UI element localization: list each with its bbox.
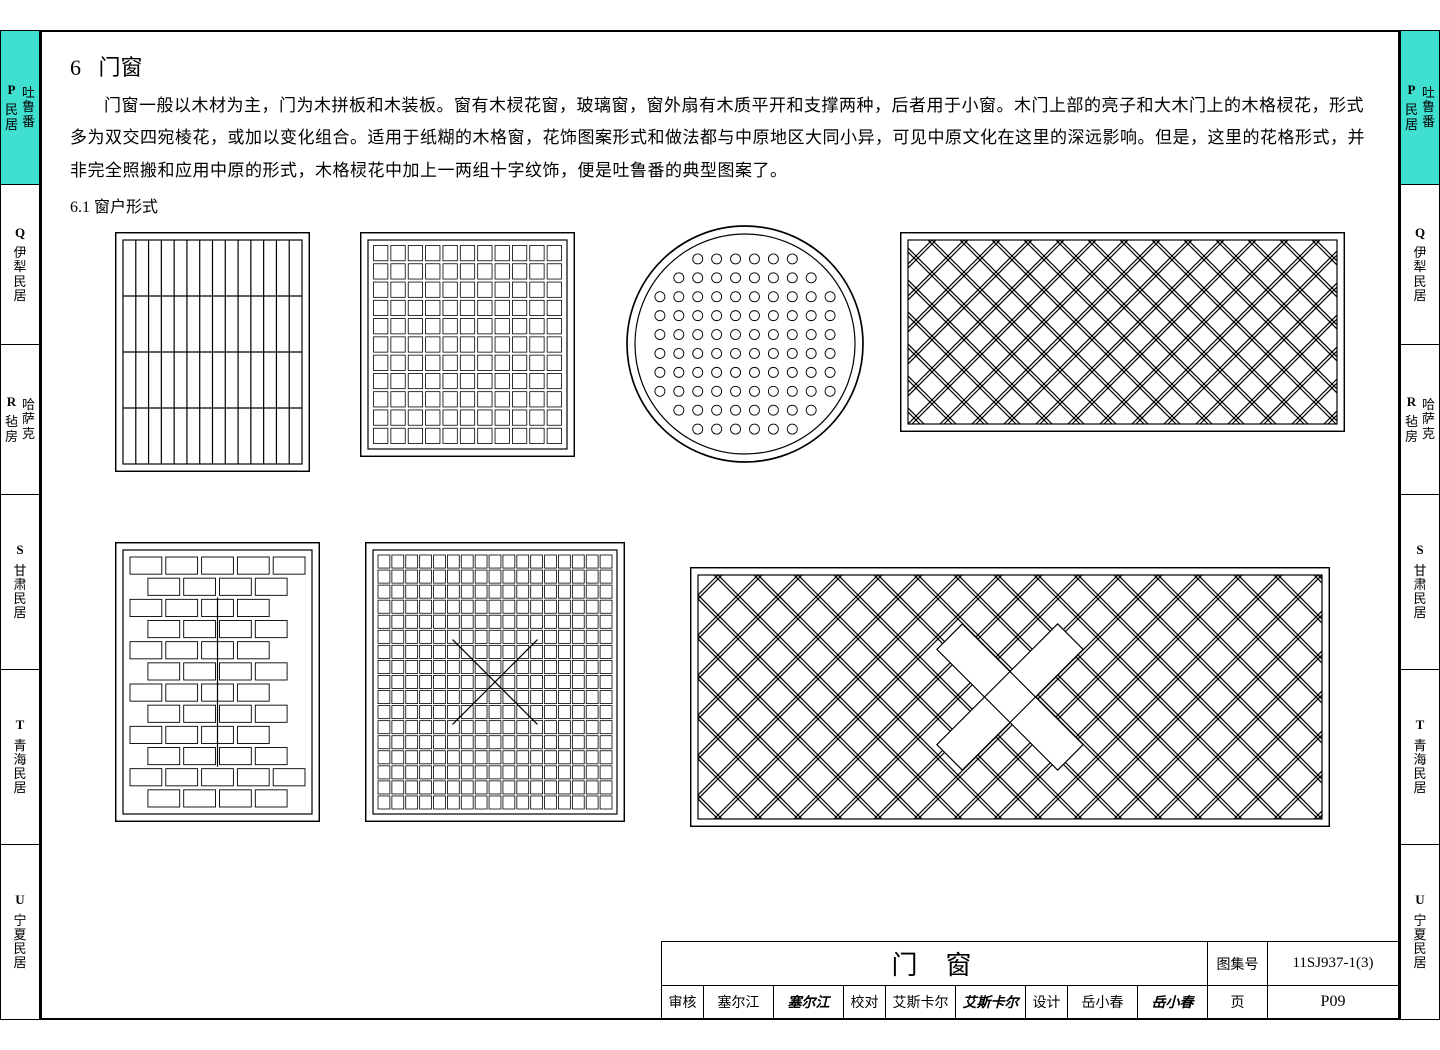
side-tab-p[interactable]: P民居吐鲁番 bbox=[0, 30, 40, 185]
side-tab-s[interactable]: S甘肃民居 bbox=[1400, 495, 1440, 670]
window-w6 bbox=[365, 542, 625, 822]
side-tab-t[interactable]: T青海民居 bbox=[1400, 670, 1440, 845]
side-tab-r[interactable]: R毡房哈萨克 bbox=[0, 345, 40, 495]
side-tab-t[interactable]: T青海民居 bbox=[0, 670, 40, 845]
tb-label: 设计 bbox=[1026, 986, 1068, 1018]
side-tab-u[interactable]: U宁夏民居 bbox=[0, 845, 40, 1020]
page-frame: P民居吐鲁番Q伊犁民居R毡房哈萨克S甘肃民居T青海民居U宁夏民居 6 门窗 门窗… bbox=[0, 30, 1440, 1020]
tb-name: 岳小春 bbox=[1068, 986, 1138, 1018]
side-tab-r[interactable]: R毡房哈萨克 bbox=[1400, 345, 1440, 495]
tb-label: 审核 bbox=[662, 986, 704, 1018]
tb-signature: 塞尔江 bbox=[774, 986, 844, 1018]
window-w4 bbox=[900, 232, 1345, 432]
tb-page-label: 页 bbox=[1208, 986, 1268, 1018]
tb-name: 塞尔江 bbox=[704, 986, 774, 1018]
tb-name: 艾斯卡尔 bbox=[886, 986, 956, 1018]
heading-number: 6 bbox=[70, 55, 81, 80]
tb-atlas-label: 图集号 bbox=[1208, 942, 1268, 986]
tb-signature: 艾斯卡尔 bbox=[956, 986, 1026, 1018]
side-tab-u[interactable]: U宁夏民居 bbox=[1400, 845, 1440, 1020]
section-heading: 6 门窗 bbox=[70, 50, 1370, 82]
window-w5 bbox=[115, 542, 320, 822]
tb-label: 校对 bbox=[844, 986, 886, 1018]
window-w3 bbox=[625, 224, 865, 464]
side-tab-q[interactable]: Q伊犁民居 bbox=[0, 185, 40, 345]
title-block: 门窗图集号11SJ937-1(3)审核塞尔江塞尔江校对艾斯卡尔艾斯卡尔设计岳小春… bbox=[661, 941, 1400, 1020]
side-tab-q[interactable]: Q伊犁民居 bbox=[1400, 185, 1440, 345]
window-w2 bbox=[360, 232, 575, 457]
tb-page-value: P09 bbox=[1268, 986, 1398, 1018]
tb-atlas-value: 11SJ937-1(3) bbox=[1268, 942, 1398, 986]
side-tabs-right: P民居吐鲁番Q伊犁民居R毡房哈萨克S甘肃民居T青海民居U宁夏民居 bbox=[1400, 30, 1440, 1020]
subsection-heading: 6.1 窗户形式 bbox=[70, 193, 1370, 217]
tb-title: 门窗 bbox=[662, 942, 1208, 986]
window-w7 bbox=[690, 567, 1330, 827]
side-tabs-left: P民居吐鲁番Q伊犁民居R毡房哈萨克S甘肃民居T青海民居U宁夏民居 bbox=[0, 30, 40, 1020]
window-diagrams-area bbox=[70, 232, 1370, 948]
body-paragraph: 门窗一般以木材为主，门为木拼板和木装板。窗有木棂花窗，玻璃窗，窗外扇有木质平开和… bbox=[70, 90, 1370, 187]
side-tab-p[interactable]: P民居吐鲁番 bbox=[1400, 30, 1440, 185]
heading-text: 门窗 bbox=[99, 55, 143, 80]
side-tab-s[interactable]: S甘肃民居 bbox=[0, 495, 40, 670]
drawing-sheet: 6 门窗 门窗一般以木材为主，门为木拼板和木装板。窗有木棂花窗，玻璃窗，窗外扇有… bbox=[40, 30, 1400, 1020]
window-w1 bbox=[115, 232, 310, 472]
tb-signature: 岳小春 bbox=[1138, 986, 1208, 1018]
